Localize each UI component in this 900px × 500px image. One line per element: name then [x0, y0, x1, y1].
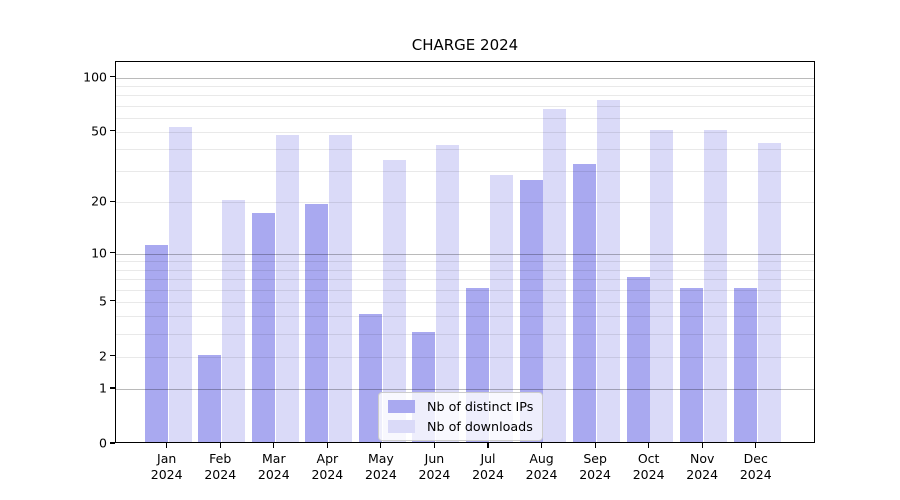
legend: Nb of distinct IPs Nb of downloads	[378, 392, 544, 441]
legend-item-downloads: Nb of downloads	[388, 418, 533, 435]
x-tick-mark-sep	[594, 443, 596, 448]
gridline-8	[116, 269, 814, 271]
x-tick-mark-apr	[326, 443, 328, 448]
bar-downloads-feb	[222, 200, 246, 442]
bar-downloads-oct	[650, 129, 674, 442]
y-tick-mark-1	[110, 387, 115, 389]
gridline-1	[116, 388, 814, 390]
bar-distinct-ips-sep	[573, 164, 597, 442]
x-tick-label-nov: Nov 2024	[686, 451, 719, 482]
y-tick-mark-20	[110, 200, 115, 202]
x-tick-label-jan: Jan 2024	[150, 451, 183, 482]
y-tick-mark-50	[110, 130, 115, 132]
bar-downloads-jun	[436, 145, 460, 442]
gridline-9	[116, 261, 814, 263]
x-tick-mark-jun	[433, 443, 436, 448]
legend-item-distinct-ips: Nb of distinct IPs	[388, 398, 533, 415]
x-tick-mark-feb	[219, 443, 221, 448]
x-tick-label-sep: Sep 2024	[579, 451, 611, 482]
x-tick-label-dec: Dec 2024	[739, 451, 772, 482]
gridline-20	[116, 202, 814, 204]
bar-downloads-jan	[168, 126, 192, 442]
legend-swatch-downloads	[388, 420, 415, 433]
bar-distinct-ips-may	[358, 314, 382, 442]
bar-distinct-ips-oct	[626, 276, 650, 442]
chart-title: CHARGE 2024	[411, 36, 519, 54]
y-tick-label-5: 5	[99, 293, 107, 309]
x-tick-label-oct: Oct 2024	[632, 451, 665, 482]
x-tick-label-feb: Feb 2024	[204, 451, 237, 482]
y-tick-label-10: 10	[91, 245, 107, 261]
bar-downloads-jul	[489, 174, 513, 442]
bar-distinct-ips-dec	[733, 287, 757, 442]
bar-downloads-aug	[543, 109, 567, 442]
bar-distinct-ips-feb	[198, 354, 222, 442]
gridline-60	[116, 117, 814, 119]
gridline-70	[116, 105, 814, 107]
gridline-10	[116, 253, 814, 255]
bar-distinct-ips-aug	[519, 180, 543, 442]
gridline-50	[116, 131, 814, 133]
bar-distinct-ips-mar	[251, 212, 275, 442]
y-tick-mark-5	[110, 300, 115, 302]
x-tick-mark-aug	[540, 443, 543, 448]
bar-distinct-ips-nov	[680, 287, 704, 442]
bar-distinct-ips-apr	[305, 204, 329, 442]
gridline-40	[116, 149, 814, 151]
y-tick-label-2: 2	[99, 348, 107, 364]
legend-label-distinct-ips: Nb of distinct IPs	[427, 399, 534, 414]
x-tick-mark-jul	[487, 443, 489, 448]
gridline-30	[116, 171, 814, 173]
bar-downloads-may	[382, 159, 406, 442]
gridline-2	[116, 356, 814, 358]
gridline-100	[116, 77, 814, 79]
y-tick-label-50: 50	[91, 123, 107, 139]
x-tick-label-may: May 2024	[364, 451, 397, 482]
x-tick-label-mar: Mar 2024	[257, 451, 290, 482]
bar-downloads-sep	[596, 100, 620, 442]
legend-label-downloads: Nb of downloads	[427, 419, 533, 434]
y-tick-mark-100	[110, 76, 115, 78]
x-tick-label-jul: Jul 2024	[472, 451, 504, 482]
gridline-4	[116, 316, 814, 318]
gridline-5	[116, 301, 814, 303]
bar-downloads-mar	[275, 134, 299, 442]
y-tick-label-100: 100	[83, 69, 107, 85]
y-tick-label-20: 20	[91, 193, 107, 209]
y-tick-mark-10	[110, 252, 115, 254]
legend-swatch-distinct-ips	[388, 400, 415, 413]
x-tick-mark-jan	[166, 443, 168, 448]
y-tick-label-0: 0	[99, 435, 107, 451]
x-tick-mark-nov	[701, 443, 703, 448]
plot-area	[115, 61, 815, 443]
bar-downloads-dec	[757, 143, 781, 442]
gridline-90	[116, 85, 814, 87]
gridline-6	[116, 289, 814, 291]
gridline-80	[116, 95, 814, 97]
y-tick-label-1: 1	[99, 380, 107, 396]
x-tick-mark-mar	[273, 443, 275, 448]
bar-distinct-ips-jan	[144, 244, 168, 442]
x-tick-label-apr: Apr 2024	[311, 451, 344, 482]
gridline-3	[116, 333, 814, 335]
x-tick-label-jun: Jun 2024	[418, 451, 451, 482]
x-tick-label-aug: Aug 2024	[525, 451, 558, 482]
bar-downloads-apr	[329, 134, 353, 442]
x-tick-mark-may	[380, 443, 382, 448]
x-tick-mark-dec	[755, 443, 757, 448]
x-tick-mark-oct	[648, 443, 650, 448]
gridline-7	[116, 278, 814, 280]
y-tick-mark-2	[110, 355, 115, 357]
bar-downloads-nov	[704, 129, 727, 442]
y-tick-mark-0	[110, 442, 115, 444]
